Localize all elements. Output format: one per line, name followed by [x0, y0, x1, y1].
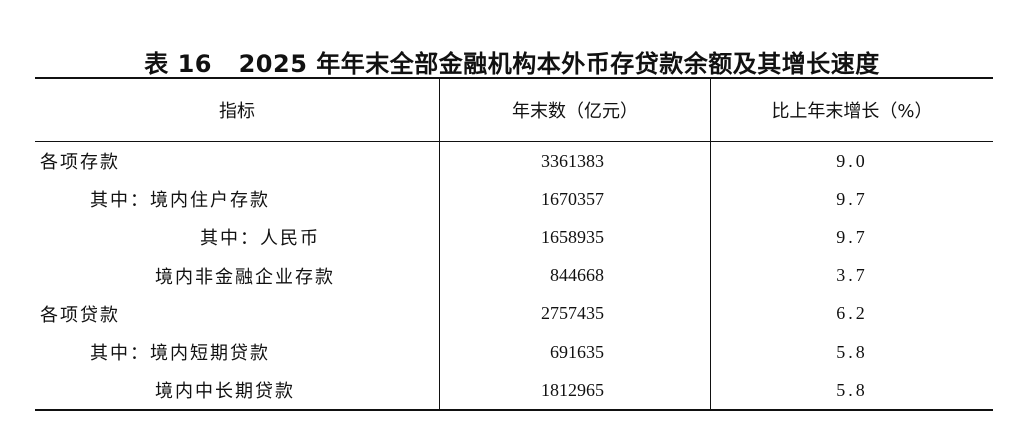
row-growth: 5.8: [710, 332, 993, 372]
header-growth: 比上年末增长（%）: [710, 78, 993, 142]
table-row: 各项贷款 2757435 6.2: [35, 294, 993, 333]
row-value: 1812965: [439, 371, 711, 411]
table-row: 各项存款 3361383 9.0: [35, 141, 993, 181]
table-row: 其中：人民币 1658935 9.7: [35, 218, 993, 257]
row-growth: 3.7: [710, 256, 993, 295]
table-row: 其中：境内住户存款 1670357 9.7: [35, 180, 993, 219]
row-growth: 9.7: [710, 218, 993, 257]
table-row: 其中：境内短期贷款 691635 5.8: [35, 332, 993, 372]
deposit-loan-table: 指标 年末数（亿元） 比上年末增长（%） 各项存款 3361383 9.0 其中：…: [35, 77, 993, 412]
header-row: 指标 年末数（亿元） 比上年末增长（%）: [35, 78, 993, 142]
row-growth: 5.8: [710, 371, 993, 411]
table-row: 境内非金融企业存款 844668 3.7: [35, 256, 993, 295]
table-row: 境内中长期贷款 1812965 5.8: [35, 371, 993, 411]
row-value: 1670357: [439, 180, 711, 219]
row-label: 其中：境内住户存款: [90, 190, 270, 212]
row-value: 3361383: [439, 141, 711, 181]
row-value: 844668: [439, 256, 711, 295]
row-growth: 9.7: [710, 180, 993, 219]
row-label: 其中：境内短期贷款: [90, 343, 270, 365]
row-value: 1658935: [439, 218, 711, 257]
header-year-end-value: 年末数（亿元）: [439, 78, 711, 142]
table-number: 表 16: [144, 50, 213, 78]
row-value: 2757435: [439, 294, 711, 333]
header-indicator: 指标: [35, 78, 440, 142]
row-value: 691635: [439, 332, 711, 372]
table-title: 表 16 2025 年年末全部金融机构本外币存贷款余额及其增长速度: [0, 44, 1024, 79]
table-title-text: 2025 年年末全部金融机构本外币存贷款余额及其增长速度: [238, 50, 880, 78]
row-growth: 9.0: [710, 141, 993, 181]
row-label: 各项存款: [40, 152, 120, 174]
row-label: 境内非金融企业存款: [155, 266, 335, 288]
row-label: 其中：人民币: [200, 228, 320, 250]
row-label: 各项贷款: [40, 304, 120, 326]
row-growth: 6.2: [710, 294, 993, 333]
row-label: 境内中长期贷款: [155, 381, 295, 403]
